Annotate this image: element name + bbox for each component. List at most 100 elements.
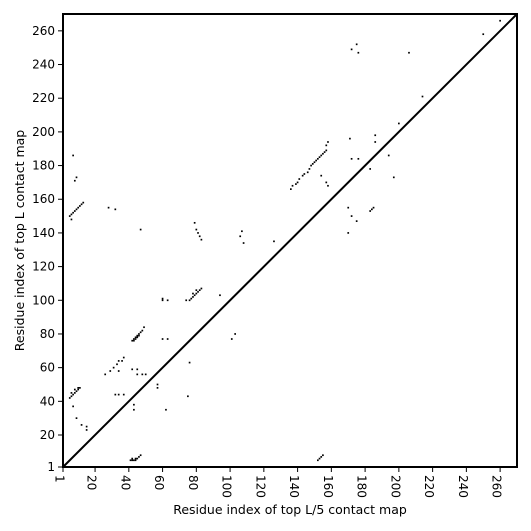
x-tick-label: 120 [253,475,267,498]
contact-point [322,454,324,457]
contact-point [198,235,201,238]
x-tick-label: 180 [355,475,369,498]
contact-point [325,144,328,147]
contact-point [195,228,198,231]
contact-point [315,159,318,162]
contact-point [72,405,74,408]
contact-point [327,184,329,187]
contact-point [134,338,137,340]
y-axis-title: Residue index of top L contact map [12,130,27,351]
contact-point [166,338,169,340]
contact-point [239,235,242,238]
contact-point [73,210,76,212]
contact-point [72,154,74,157]
contact-point [68,215,71,217]
contact-point [219,294,221,297]
y-tick-label: 100 [32,293,55,307]
contact-point [193,221,196,224]
contact-point [195,292,198,295]
contact-point [347,206,350,209]
y-tick-label: 180 [32,159,55,173]
x-tick-label: 40 [118,475,132,490]
contact-point [141,329,144,332]
contact-point [70,392,73,394]
y-tick-label: 260 [32,24,55,38]
contact-point [73,179,76,182]
contact-point [185,299,188,302]
y-tick-label: 20 [40,428,55,442]
x-tick-label: 260 [490,475,504,498]
contact-point [156,383,159,386]
contact-point [80,424,83,426]
contact-point [138,334,140,337]
contact-point [303,173,306,175]
contact-point [131,339,134,342]
contact-point [121,360,123,362]
x-tick-label: 100 [220,475,234,498]
contact-point [70,218,73,221]
y-tick-label: 1 [47,460,55,474]
contact-point [73,392,76,394]
contact-point [308,168,311,170]
y-tick-label: 140 [32,226,55,240]
contact-point [75,208,78,211]
contact-point [134,457,137,460]
plot-frame [62,13,518,468]
contact-point [392,176,395,179]
contact-point [138,333,140,335]
contact-point [107,206,110,209]
contact-point [133,408,135,411]
contact-point [310,164,312,167]
contact-point [306,171,309,174]
contact-point [75,390,78,393]
contact-point [117,360,120,362]
contact-point [200,238,203,241]
contact-point [197,291,199,293]
contact-point [134,459,137,462]
contact-point [318,156,321,158]
contact-point [234,333,236,335]
contact-point [139,331,142,334]
x-tick-label: 1 [53,475,67,483]
contact-point [133,403,135,406]
contact-point [72,393,74,396]
contact-point [369,168,372,170]
contact-point [85,429,88,431]
contact-point [372,206,375,209]
contact-point [355,220,358,222]
contact-point [421,95,424,98]
contact-point [350,48,353,51]
x-tick-label: 20 [85,475,99,490]
contact-point [298,178,301,180]
contact-point [133,339,135,342]
contact-point [369,210,372,212]
contact-point [192,296,194,298]
contact-point [70,213,73,216]
contact-point [122,393,125,396]
contact-point [134,336,137,339]
contact-point [295,183,297,185]
contact-point [161,297,164,300]
contact-point [192,292,194,295]
x-tick-label: 80 [186,475,200,490]
contact-point [374,134,377,137]
contact-point [79,387,81,389]
contact-point [104,373,107,376]
contact-point [320,154,323,157]
y-tick-label: 220 [32,91,55,105]
contact-point [131,457,134,460]
contact-point [408,51,410,54]
contact-point [230,338,233,340]
contact-point [193,294,196,297]
contact-point [241,230,243,233]
contact-point [301,174,304,177]
contact-point [311,163,314,165]
contact-point [482,33,485,36]
contact-point [136,334,139,337]
contact-point [161,299,164,302]
contact-point [85,425,88,428]
contact-point [79,205,81,207]
contact-point [143,326,145,329]
y-tick-label: 160 [32,192,55,206]
y-tick-label: 200 [32,125,55,139]
